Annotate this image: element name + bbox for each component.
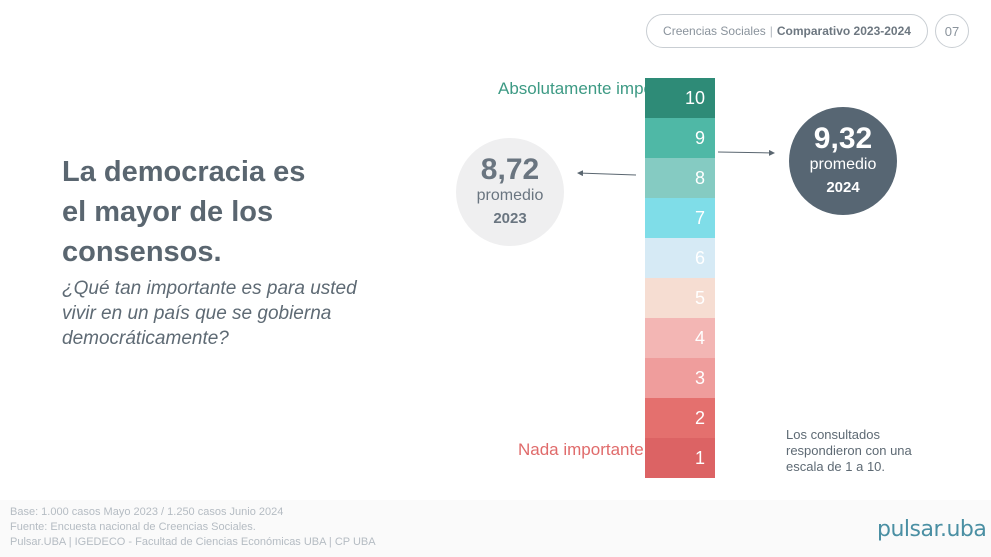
- scale-cell-3: 3: [645, 358, 715, 398]
- title-line: La democracia es: [62, 156, 306, 188]
- average-2024-value: 9,32: [813, 122, 873, 155]
- average-2024-year: 2024: [826, 179, 860, 196]
- title-line: el mayor de los: [62, 196, 274, 228]
- scale-cell-8: 8: [645, 158, 715, 198]
- average-2024-badge: 9,32 promedio 2024: [789, 107, 897, 215]
- average-2023-year: 2023: [493, 210, 527, 227]
- scale-cell-9: 9: [645, 118, 715, 158]
- scale-cell-2: 2: [645, 398, 715, 438]
- source-line: Pulsar.UBA | IGEDECO - Facultad de Cienc…: [10, 536, 376, 548]
- report-series-label: Creencias Sociales: [663, 24, 766, 38]
- average-2024-label: promedio: [809, 156, 877, 173]
- scale-cell-1: 1: [645, 438, 715, 478]
- arrow-2023: [577, 170, 637, 177]
- scale-cell-7: 7: [645, 198, 715, 238]
- page-number: 07: [935, 14, 969, 48]
- scale-cell-6: 6: [645, 238, 715, 278]
- scale-note: Los consultados respondieron con una esc…: [786, 427, 912, 474]
- arrow-2024: [717, 149, 775, 156]
- average-2023-label: promedio: [476, 187, 544, 204]
- footer-band: [0, 500, 991, 557]
- report-comparison-label: Comparativo 2023-2024: [776, 24, 911, 38]
- rating-scale: 10 9 8 7 6 5 4 3 2 1: [645, 78, 715, 478]
- pill-separator: |: [769, 24, 773, 38]
- scale-cell-5: 5: [645, 278, 715, 318]
- page-title: La democracia es el mayor de los consens…: [62, 152, 382, 272]
- average-2023-badge: 8,72 promedio 2023: [456, 138, 564, 246]
- scale-cell-4: 4: [645, 318, 715, 358]
- scale-bottom-label: Nada importante: [518, 440, 644, 459]
- scale-cell-10: 10: [645, 78, 715, 118]
- source-line: Fuente: Encuesta nacional de Creencias S…: [10, 521, 256, 533]
- title-line: consensos.: [62, 236, 222, 268]
- average-2023-value: 8,72: [480, 153, 540, 186]
- source-line: Base: 1.000 casos Mayo 2023 / 1.250 caso…: [10, 506, 284, 518]
- pulsar-uba-logo: pulsar.uba: [877, 517, 987, 542]
- report-title-pill: Creencias Sociales | Comparativo 2023-20…: [646, 14, 928, 48]
- source-notes: Base: 1.000 casos Mayo 2023 / 1.250 caso…: [10, 505, 376, 550]
- survey-question: ¿Qué tan importante es para usted vivir …: [62, 278, 357, 349]
